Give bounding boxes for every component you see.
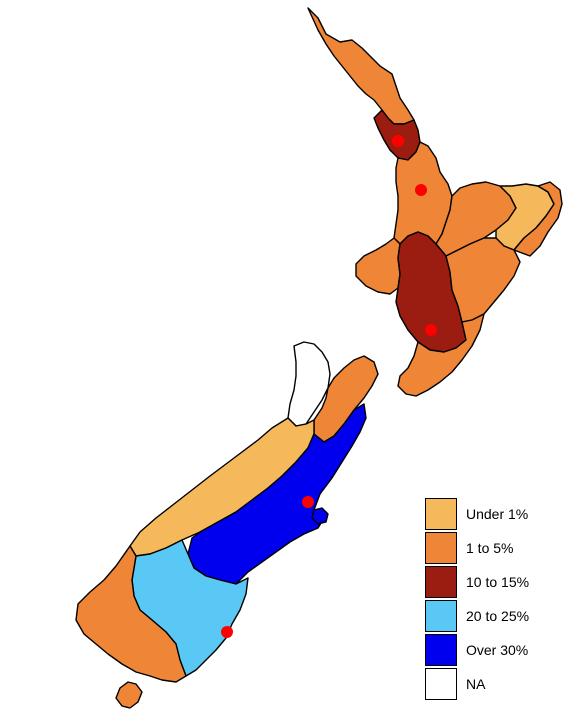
city-marker-hamilton: [415, 184, 427, 196]
region-canterbury: [187, 403, 367, 585]
city-marker-dunedin: [221, 626, 233, 638]
region-tasman-na: [287, 341, 331, 427]
city-marker-christchurch: [302, 496, 314, 508]
region-stewart-island: [115, 681, 143, 709]
region-east-cape: [513, 181, 563, 257]
legend-swatch-na: [425, 668, 457, 700]
legend-item: Under 1%: [425, 498, 545, 530]
region-hawkes-bay: [445, 237, 521, 323]
legend-swatch-10-to-15: [425, 566, 457, 598]
legend-swatch-under-1: [425, 498, 457, 530]
region-wellington: [397, 313, 485, 397]
legend-item: 1 to 5%: [425, 532, 545, 564]
legend-swatch-over-30: [425, 634, 457, 666]
legend-swatch-20-to-25: [425, 600, 457, 632]
legend-label-under-1: Under 1%: [466, 506, 529, 522]
city-marker-auckland: [392, 135, 404, 147]
legend-label-over-30: Over 30%: [466, 642, 529, 658]
legend-item: 20 to 25%: [425, 600, 545, 632]
region-northland: [307, 7, 415, 125]
legend-label-20-to-25: 20 to 25%: [466, 608, 530, 624]
legend-label-na: NA: [466, 676, 486, 692]
legend-item: NA: [425, 668, 545, 700]
legend-swatch-1-to-5: [425, 532, 457, 564]
city-marker-palmerston-north: [425, 324, 437, 336]
legend-label-1-to-5: 1 to 5%: [466, 540, 514, 556]
legend-label-10-to-15: 10 to 15%: [466, 574, 530, 590]
region-banks-peninsula: [311, 507, 329, 525]
region-bay-of-plenty: [435, 181, 517, 257]
region-marlborough: [313, 355, 379, 443]
legend-item: Over 30%: [425, 634, 545, 666]
region-southland: [75, 545, 187, 683]
region-taranaki: [355, 237, 401, 295]
legend-item: 10 to 15%: [425, 566, 545, 598]
